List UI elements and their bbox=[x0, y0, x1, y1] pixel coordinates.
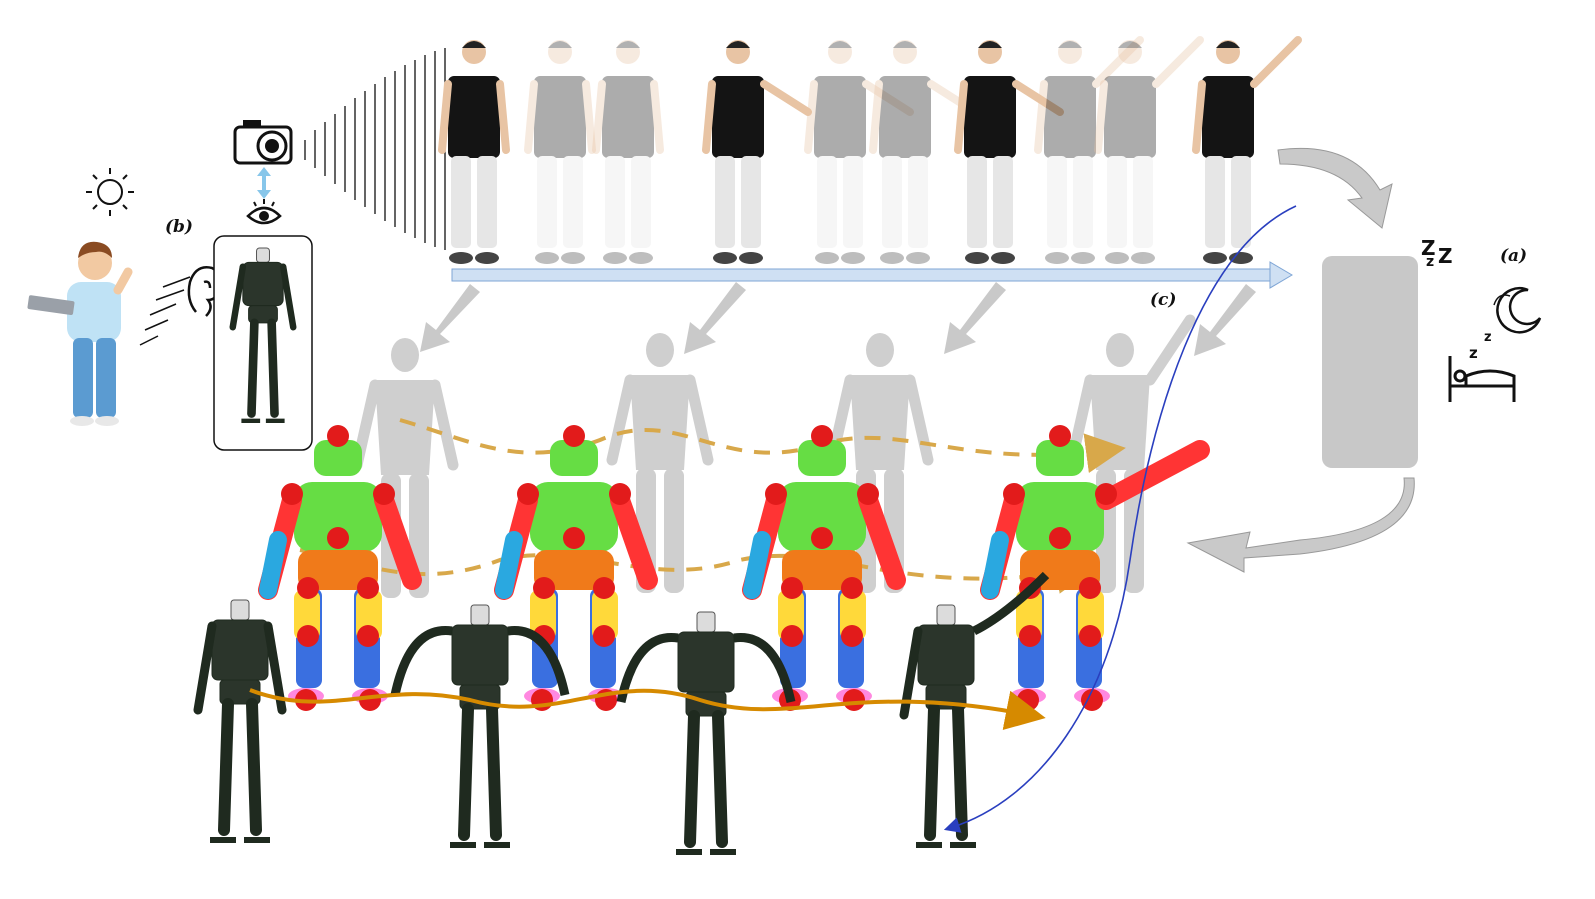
bed-z-icon: z bbox=[1469, 344, 1478, 362]
real-robot-trajectory bbox=[249, 688, 1046, 731]
real-robot bbox=[390, 604, 570, 848]
human-frame bbox=[592, 40, 664, 264]
real-robot bbox=[193, 599, 287, 843]
bed-icon bbox=[1448, 356, 1516, 402]
human-motion-frames bbox=[438, 36, 1302, 264]
timeline-arrow bbox=[451, 261, 1293, 289]
blue-feedback-curve bbox=[943, 205, 1297, 833]
retarget-arrow-3 bbox=[944, 282, 1006, 354]
human-frame bbox=[1034, 36, 1144, 264]
person-with-laptop-icon bbox=[27, 241, 133, 426]
human-frame bbox=[954, 40, 1064, 264]
human-mesh bbox=[606, 333, 714, 593]
label-b: (b) bbox=[165, 217, 193, 237]
retarget-arrow-1 bbox=[420, 284, 480, 352]
camera-eye-link-arrow bbox=[257, 167, 271, 199]
sim-robot bbox=[494, 425, 658, 711]
robot-in-frame bbox=[229, 247, 297, 423]
human-frame bbox=[1192, 36, 1302, 264]
curved-arrow-from-sleep bbox=[1186, 477, 1415, 573]
retarget-arrow-4 bbox=[1194, 284, 1256, 356]
eye-icon bbox=[246, 199, 282, 225]
real-robot bbox=[616, 611, 796, 855]
sun-icon bbox=[86, 168, 134, 216]
sound-waves bbox=[139, 276, 191, 346]
label-a: (a) bbox=[1500, 246, 1528, 266]
label-c: (c) bbox=[1150, 290, 1177, 310]
human-frame bbox=[702, 40, 812, 264]
camera-icon bbox=[233, 120, 293, 165]
sleep-z-icon-2: z bbox=[1426, 254, 1435, 270]
human-frame bbox=[438, 40, 510, 264]
human-frame bbox=[1094, 36, 1204, 264]
bed-z-icon-2: z bbox=[1484, 330, 1492, 345]
sim-robot bbox=[742, 425, 906, 711]
real-robot bbox=[899, 571, 1050, 848]
sleep-z-icon: Z bbox=[1421, 236, 1436, 260]
sleeping-robot-panel bbox=[1322, 256, 1418, 468]
human-frame bbox=[524, 40, 596, 264]
sleep-z-icon-3: Z bbox=[1438, 244, 1453, 268]
retarget-arrows bbox=[420, 282, 1256, 356]
upper-dashed-trajectory bbox=[399, 418, 1126, 473]
camera-view-lines bbox=[304, 48, 446, 250]
curved-arrow-to-sleep bbox=[1277, 147, 1393, 229]
retarget-arrow-2 bbox=[684, 282, 746, 354]
human-frame bbox=[869, 40, 979, 264]
human-frame bbox=[804, 40, 914, 264]
moon-icon bbox=[1493, 287, 1542, 334]
sim-robot bbox=[258, 425, 422, 711]
sim-robot bbox=[980, 425, 1210, 711]
